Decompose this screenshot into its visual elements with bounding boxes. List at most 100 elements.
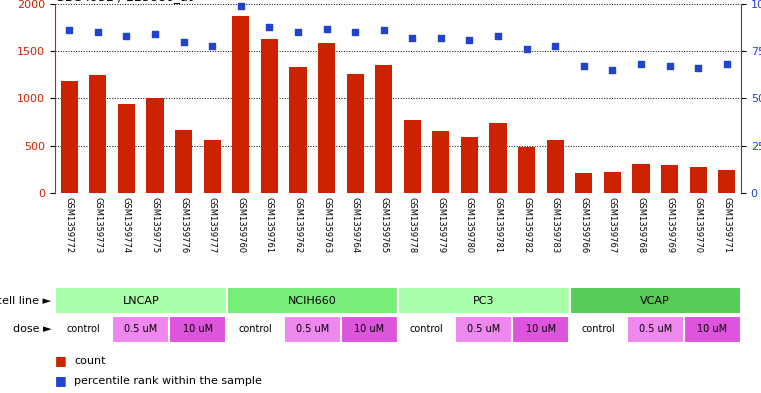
Text: GSM1359774: GSM1359774 <box>122 197 131 253</box>
Bar <box>284 316 341 343</box>
Text: dose ►: dose ► <box>13 325 51 334</box>
Text: GSM1359762: GSM1359762 <box>294 197 302 253</box>
Bar <box>232 16 250 193</box>
Point <box>578 63 590 70</box>
Bar <box>112 316 170 343</box>
Point <box>607 67 619 73</box>
Text: GSM1359768: GSM1359768 <box>636 197 645 253</box>
Bar <box>375 65 392 193</box>
Bar <box>55 316 112 343</box>
Text: VCAP: VCAP <box>640 296 670 305</box>
Text: ■: ■ <box>55 354 67 367</box>
Bar <box>432 130 450 193</box>
Text: control: control <box>238 325 272 334</box>
Bar <box>489 123 507 193</box>
Point <box>177 39 189 45</box>
Text: GSM1359775: GSM1359775 <box>151 197 160 253</box>
Bar <box>61 81 78 193</box>
Text: 10 uM: 10 uM <box>355 325 384 334</box>
Point <box>406 35 419 41</box>
Point <box>635 61 647 68</box>
Text: 0.5 uM: 0.5 uM <box>467 325 501 334</box>
Point <box>292 29 304 35</box>
Text: GSM1359782: GSM1359782 <box>522 197 531 253</box>
Bar <box>461 137 478 193</box>
Text: 0.5 uM: 0.5 uM <box>638 325 672 334</box>
Text: GDS4952 / 225886_at: GDS4952 / 225886_at <box>55 0 193 3</box>
Point <box>320 26 333 32</box>
Bar <box>289 67 307 193</box>
Point <box>120 33 132 39</box>
Text: 10 uM: 10 uM <box>526 325 556 334</box>
Bar <box>261 39 278 193</box>
Bar <box>689 167 707 193</box>
Text: control: control <box>581 325 615 334</box>
Point <box>549 42 562 49</box>
Bar <box>341 316 398 343</box>
Point <box>492 33 504 39</box>
Bar <box>512 316 569 343</box>
Bar <box>684 316 741 343</box>
Bar <box>146 99 164 193</box>
Text: GSM1359779: GSM1359779 <box>436 197 445 253</box>
Text: GSM1359777: GSM1359777 <box>208 197 217 253</box>
Text: GSM1359764: GSM1359764 <box>351 197 360 253</box>
Text: GSM1359776: GSM1359776 <box>179 197 188 253</box>
Point <box>721 61 733 68</box>
Text: control: control <box>67 325 100 334</box>
Point <box>377 27 390 33</box>
Text: cell line ►: cell line ► <box>0 296 51 305</box>
Bar <box>603 172 621 193</box>
Text: GSM1359765: GSM1359765 <box>379 197 388 253</box>
Point <box>435 35 447 41</box>
Bar <box>518 147 535 193</box>
Text: GSM1359771: GSM1359771 <box>722 197 731 253</box>
Bar <box>569 287 741 314</box>
Bar <box>55 287 227 314</box>
Bar <box>546 140 564 193</box>
Text: GSM1359781: GSM1359781 <box>494 197 502 253</box>
Bar <box>398 316 455 343</box>
Point <box>521 46 533 52</box>
Bar <box>626 316 684 343</box>
Bar <box>118 104 135 193</box>
Bar <box>404 120 421 193</box>
Bar <box>204 140 221 193</box>
Text: NCIH660: NCIH660 <box>288 296 336 305</box>
Bar <box>569 316 626 343</box>
Text: GSM1359783: GSM1359783 <box>551 197 559 253</box>
Text: 0.5 uM: 0.5 uM <box>124 325 158 334</box>
Text: GSM1359778: GSM1359778 <box>408 197 417 253</box>
Text: GSM1359761: GSM1359761 <box>265 197 274 253</box>
Text: PC3: PC3 <box>473 296 495 305</box>
Bar <box>575 173 592 193</box>
Text: ■: ■ <box>55 374 67 387</box>
Bar <box>455 316 512 343</box>
Text: GSM1359773: GSM1359773 <box>94 197 103 253</box>
Point <box>206 42 218 49</box>
Bar <box>346 74 364 193</box>
Point <box>463 37 476 43</box>
Point <box>349 29 361 35</box>
Point <box>263 24 275 30</box>
Bar <box>398 287 569 314</box>
Bar <box>632 164 650 193</box>
Point <box>149 31 161 37</box>
Text: GSM1359772: GSM1359772 <box>65 197 74 253</box>
Bar <box>89 75 107 193</box>
Text: count: count <box>74 356 106 365</box>
Text: GSM1359766: GSM1359766 <box>579 197 588 253</box>
Text: 0.5 uM: 0.5 uM <box>295 325 329 334</box>
Text: GSM1359760: GSM1359760 <box>237 197 245 253</box>
Point <box>234 3 247 9</box>
Text: GSM1359767: GSM1359767 <box>608 197 617 253</box>
Bar <box>661 165 678 193</box>
Bar <box>175 130 193 193</box>
Text: 10 uM: 10 uM <box>183 325 213 334</box>
Point <box>692 65 704 72</box>
Point <box>63 27 75 33</box>
Bar <box>227 316 284 343</box>
Text: LNCAP: LNCAP <box>123 296 159 305</box>
Text: 10 uM: 10 uM <box>697 325 728 334</box>
Text: GSM1359770: GSM1359770 <box>693 197 702 253</box>
